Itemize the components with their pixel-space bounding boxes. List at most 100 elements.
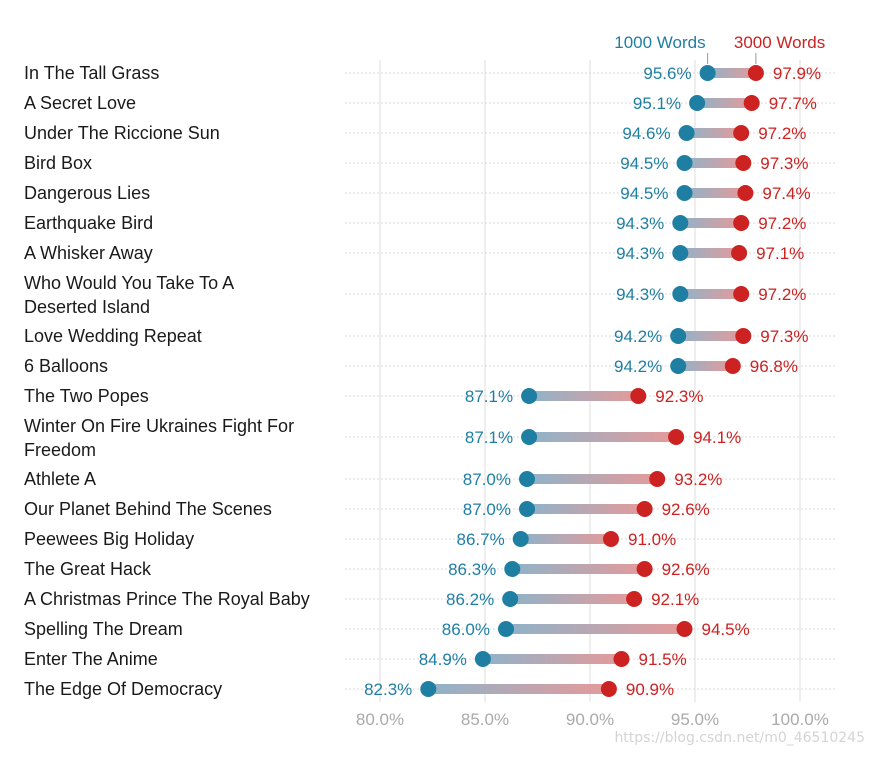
dumbbell-row: The Great Hack 86.3% 92.6%: [24, 559, 836, 579]
point-1000-words: [676, 185, 693, 201]
category-label: The Great Hack: [24, 559, 152, 579]
dumbbell-row: A Whisker Away 94.3% 97.1%: [24, 243, 836, 263]
dumbbell-segment: [680, 248, 740, 258]
point-3000-words: [676, 621, 693, 637]
category-label: Winter On Fire Ukraines Fight For Freedom: [24, 416, 294, 460]
point-3000-words: [649, 471, 666, 487]
x-tick-label: 100.0%: [771, 710, 829, 729]
value-label-3000-words: 92.1%: [651, 590, 699, 609]
value-label-3000-words: 97.9%: [773, 64, 821, 83]
category-label: Spelling The Dream: [24, 619, 183, 639]
value-label-3000-words: 97.2%: [758, 285, 806, 304]
category-label: The Two Popes: [24, 386, 149, 406]
point-1000-words: [512, 531, 529, 547]
value-label-1000-words: 87.0%: [463, 500, 511, 519]
category-label-line: Winter On Fire Ukraines Fight For: [24, 416, 294, 436]
dumbbell-row: Love Wedding Repeat 94.2% 97.3%: [24, 326, 836, 346]
category-label: A Christmas Prince The Royal Baby: [24, 589, 310, 609]
point-1000-words: [672, 286, 689, 302]
dumbbell-segment: [520, 534, 611, 544]
dumbbell-row: Athlete A 87.0% 93.2%: [24, 469, 836, 489]
category-label-line: Freedom: [24, 440, 96, 460]
point-3000-words: [733, 286, 750, 302]
dumbbell-segment: [482, 654, 622, 664]
x-tick-label: 85.0%: [461, 710, 509, 729]
point-3000-words: [636, 501, 653, 517]
value-label-1000-words: 86.2%: [446, 590, 494, 609]
dumbbell-row: 6 Balloons 94.2% 96.8%: [24, 356, 836, 376]
dumbbell-row: A Secret Love 95.1% 97.7%: [24, 93, 836, 113]
dumbbell-row: The Edge Of Democracy 82.3% 90.9%: [24, 679, 836, 699]
point-3000-words: [724, 358, 741, 374]
point-1000-words: [672, 245, 689, 261]
dumbbell-segment: [529, 391, 639, 401]
legend-label-1000-words: 1000 Words: [614, 33, 705, 52]
dumbbell-row: Peewees Big Holiday 86.7% 91.0%: [24, 529, 836, 549]
point-1000-words: [498, 621, 514, 637]
dumbbell-segment: [680, 218, 742, 228]
dumbbell-segment: [527, 474, 658, 484]
category-label: A Secret Love: [24, 93, 136, 113]
dumbbell-row: Under The Riccione Sun 94.6% 97.2%: [24, 123, 836, 143]
dumbbell-segment: [684, 158, 744, 168]
value-label-3000-words: 97.4%: [762, 184, 810, 203]
dumbbell-row: Bird Box 94.5% 97.3%: [24, 153, 836, 173]
legend: 1000 Words 3000 Words: [614, 33, 825, 64]
point-1000-words: [519, 471, 535, 487]
point-1000-words: [521, 429, 538, 445]
x-tick-label: 90.0%: [566, 710, 614, 729]
dumbbell-segment: [506, 624, 685, 634]
value-label-3000-words: 97.2%: [758, 124, 806, 143]
point-1000-words: [676, 155, 693, 171]
point-1000-words: [699, 65, 716, 81]
point-1000-words: [678, 125, 695, 141]
dumbbell-segment: [686, 128, 742, 138]
legend-label-3000-words: 3000 Words: [734, 33, 825, 52]
dumbbell-row: Our Planet Behind The Scenes 87.0% 92.6%: [24, 499, 836, 519]
point-1000-words: [521, 388, 538, 404]
dumbbell-segment: [680, 289, 742, 299]
point-1000-words: [420, 681, 437, 697]
point-1000-words: [519, 501, 535, 517]
value-label-1000-words: 95.1%: [633, 94, 681, 113]
category-label: Bird Box: [24, 153, 92, 173]
value-label-3000-words: 91.0%: [628, 530, 676, 549]
dumbbell-row: In The Tall Grass 95.6% 97.9%: [24, 63, 836, 83]
category-label: Under The Riccione Sun: [24, 123, 220, 143]
value-label-3000-words: 97.1%: [756, 244, 804, 263]
point-3000-words: [603, 531, 619, 547]
x-axis-ticks: 80.0% 85.0% 90.0% 95.0% 100.0%: [356, 710, 829, 729]
chart-rows: In The Tall Grass 95.6% 97.9% A Secret Love…: [24, 63, 836, 699]
value-label-3000-words: 96.8%: [750, 357, 798, 376]
dumbbell-segment: [529, 432, 677, 442]
category-label: Dangerous Lies: [24, 183, 150, 203]
category-label: Athlete A: [24, 469, 96, 489]
category-label: 6 Balloons: [24, 356, 108, 376]
dumbbell-row: The Two Popes 87.1% 92.3%: [24, 386, 836, 406]
value-label-3000-words: 97.3%: [760, 327, 808, 346]
category-label: In The Tall Grass: [24, 63, 159, 83]
value-label-3000-words: 92.6%: [662, 500, 710, 519]
category-label: Our Planet Behind The Scenes: [24, 499, 272, 519]
x-tick-label: 95.0%: [671, 710, 719, 729]
point-1000-words: [502, 591, 519, 607]
value-label-1000-words: 94.3%: [616, 244, 664, 263]
value-label-1000-words: 95.6%: [643, 64, 691, 83]
category-label: Love Wedding Repeat: [24, 326, 202, 346]
point-3000-words: [747, 65, 764, 81]
value-label-3000-words: 93.2%: [674, 470, 722, 489]
category-label: Peewees Big Holiday: [24, 529, 194, 549]
dumbbell-row: Enter The Anime 84.9% 91.5%: [24, 649, 836, 669]
point-3000-words: [743, 95, 760, 111]
dumbbell-segment: [678, 331, 744, 341]
category-label: The Edge Of Democracy: [24, 679, 222, 699]
value-label-1000-words: 94.3%: [616, 214, 664, 233]
value-label-3000-words: 90.9%: [626, 680, 674, 699]
dumbbell-row: Dangerous Lies 94.5% 97.4%: [24, 183, 836, 203]
dumbbell-segment: [678, 361, 733, 371]
point-3000-words: [737, 185, 754, 201]
dumbbell-segment: [428, 684, 609, 694]
point-1000-words: [670, 328, 687, 344]
point-3000-words: [630, 388, 647, 404]
